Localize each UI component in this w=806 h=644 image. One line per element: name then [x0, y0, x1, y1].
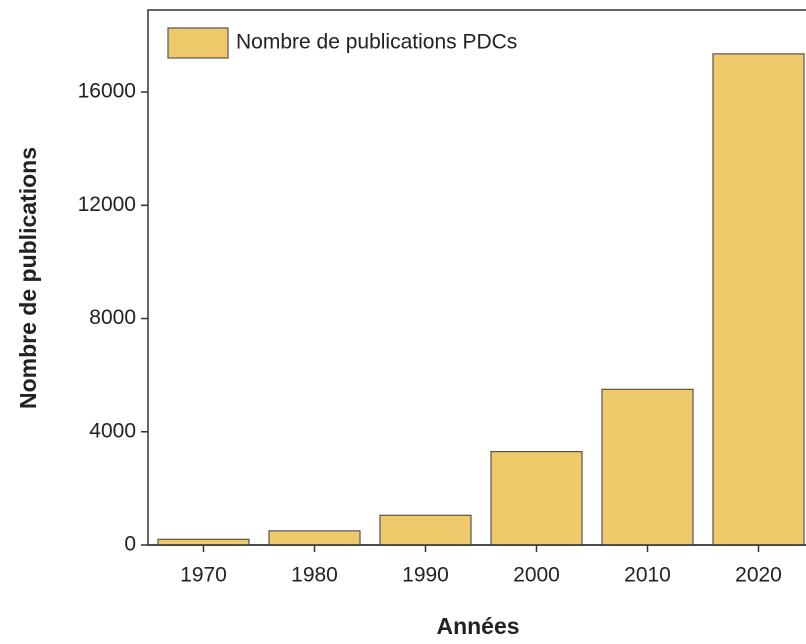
bar: [379, 514, 472, 546]
x-tick-label: 2010: [624, 564, 671, 587]
legend-swatch: [167, 27, 229, 59]
plot-frame: [147, 9, 806, 546]
y-tick-label: 12000: [78, 193, 136, 216]
x-tick-label: 1980: [291, 564, 338, 587]
bar: [490, 450, 583, 546]
x-tick-label: 1990: [402, 564, 449, 587]
y-tick-label: 4000: [89, 419, 136, 442]
x-tick-label: 2020: [735, 564, 782, 587]
bar: [712, 53, 805, 546]
y-tick-label: 0: [124, 533, 136, 556]
x-tick-label: 1970: [180, 564, 227, 587]
x-axis-title: Années: [436, 613, 519, 639]
x-tick-label: 2000: [513, 564, 560, 587]
y-axis-title: Nombre de publications: [15, 147, 41, 409]
y-tick-label: 8000: [89, 306, 136, 329]
y-tick-label: 16000: [78, 80, 136, 103]
bar: [601, 388, 694, 546]
bar: [268, 530, 361, 546]
legend-label: Nombre de publications PDCs: [236, 31, 517, 54]
bar: [157, 538, 250, 546]
